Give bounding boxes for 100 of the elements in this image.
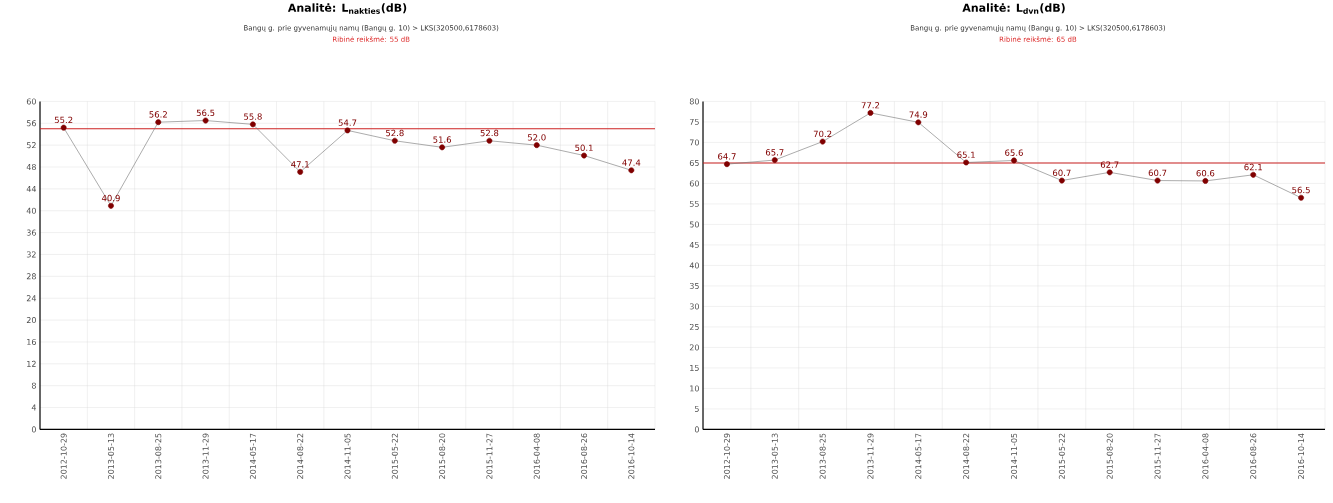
y-tick-label: 20 (689, 344, 699, 351)
y-tick-label: 16 (27, 338, 36, 345)
point (60, 124, 67, 131)
y-tick-label: 0 (31, 426, 36, 433)
point (155, 119, 162, 125)
x-tick-label: 2012-10-29 (723, 433, 730, 479)
data-label: 56.2 (149, 111, 167, 118)
point (297, 168, 304, 175)
point (202, 117, 209, 124)
point (915, 119, 922, 126)
x-tick-label: 2013-05-13 (771, 433, 778, 479)
y-tick-label: 20 (26, 316, 36, 323)
data-label: 54.7 (338, 119, 357, 126)
y-tick-label: 8 (31, 382, 36, 389)
x-tick-label: 2015-11-27 (1154, 433, 1161, 479)
x-tick-label: 2015-05-22 (1058, 433, 1065, 479)
y-tick-label: 50 (689, 221, 699, 228)
data-label: 55.8 (244, 113, 262, 120)
y-tick-label: 15 (690, 364, 699, 371)
y-tick-label: 4 (31, 404, 37, 411)
x-tick-label: 2013-11-29 (202, 433, 209, 479)
data-label: 52.8 (386, 129, 404, 137)
data-label: 51.6 (433, 136, 452, 143)
x-tick-label: 2014-11-05 (344, 433, 351, 479)
data-label: 64.7 (718, 152, 736, 160)
y-tick-label: 0 (694, 426, 699, 433)
x-tick-label: 2013-11-29 (867, 433, 874, 479)
x-tick-label: 2013-08-25 (155, 433, 162, 479)
y-tick-label: 5 (695, 405, 699, 412)
x-tick-label: 2016-04-08 (533, 433, 540, 479)
y-tick-label: 55 (689, 200, 699, 207)
x-tick-label: 2016-08-26 (1250, 433, 1257, 479)
point (533, 142, 540, 148)
point (439, 144, 446, 151)
y-tick-label: 80 (689, 98, 699, 105)
point (724, 161, 730, 167)
chart-title: Analitė: L$_{nakties}$(dB) (287, 3, 407, 14)
y-tick-label: 45 (689, 241, 699, 248)
y-tick-label: 35 (689, 282, 699, 289)
x-tick-label: 2013-08-25 (819, 433, 826, 479)
y-tick-label: 60 (26, 98, 36, 105)
y-tick-label: 32 (26, 251, 36, 258)
x-tick-label: 2014-05-17 (249, 433, 256, 479)
x-tick-label: 2015-11-27 (486, 433, 493, 479)
x-tick-label: 2014-11-05 (1010, 433, 1018, 479)
data-label: 77.2 (861, 101, 880, 109)
data-label: 56.5 (196, 109, 215, 116)
data-label: 52.0 (527, 133, 546, 141)
y-tick-label: 12 (27, 360, 36, 367)
x-tick-label: 2015-05-22 (391, 433, 398, 479)
y-tick-label: 24 (26, 295, 37, 301)
point (581, 152, 587, 159)
y-tick-label: 40 (689, 262, 699, 269)
y-tick-label: 56 (26, 120, 36, 127)
point (1202, 177, 1209, 184)
data-label: 60.7 (1052, 169, 1071, 176)
point (1106, 169, 1113, 176)
data-label: 47.1 (291, 161, 309, 168)
point (771, 156, 778, 163)
y-tick-label: 52 (26, 141, 36, 148)
x-tick-label: 2014-08-22 (297, 433, 304, 479)
y-tick-label: 30 (689, 303, 699, 310)
point (867, 109, 874, 116)
y-tick-label: 65 (689, 159, 699, 166)
point (249, 121, 256, 128)
data-label: 74.9 (909, 111, 928, 118)
point (486, 137, 493, 144)
point (819, 138, 826, 145)
point (344, 127, 351, 134)
point (1154, 177, 1161, 184)
point (108, 202, 114, 209)
point (1250, 171, 1257, 178)
chart-title: Analitė: L$_{dvn}$(dB) (962, 3, 1065, 14)
x-tick-label: 2013-05-13 (107, 433, 114, 479)
x-tick-label: 2016-04-08 (1202, 433, 1209, 479)
y-tick-label: 40 (26, 207, 36, 214)
y-tick-label: 10 (690, 385, 699, 392)
x-tick-label: 2012-10-29 (60, 433, 67, 479)
point (1058, 177, 1065, 184)
data-label: 50.1 (575, 144, 593, 151)
data-label: 65.7 (765, 148, 784, 156)
x-tick-label: 2014-05-17 (915, 433, 922, 479)
point (391, 137, 398, 144)
data-label: 62.7 (1100, 161, 1119, 168)
x-tick-label: 2015-08-20 (1106, 433, 1113, 479)
y-tick-label: 75 (689, 118, 699, 125)
x-tick-label: 2016-10-14 (628, 433, 635, 479)
x-tick-label: 2014-08-22 (963, 433, 970, 479)
data-label: 40.9 (101, 194, 120, 202)
y-tick-label: 70 (689, 139, 699, 146)
data-label: 65.1 (957, 151, 975, 158)
data-label: 62.1 (1244, 163, 1262, 171)
point (1011, 157, 1017, 164)
data-label: 60.7 (1148, 169, 1167, 176)
x-tick-label: 2015-08-20 (439, 433, 446, 479)
y-tick-label: 36 (26, 229, 36, 236)
y-tick-label: 48 (26, 163, 36, 170)
data-label: 52.8 (480, 129, 499, 137)
data-label: 60.6 (1196, 169, 1215, 177)
data-label: 47.4 (622, 159, 641, 166)
